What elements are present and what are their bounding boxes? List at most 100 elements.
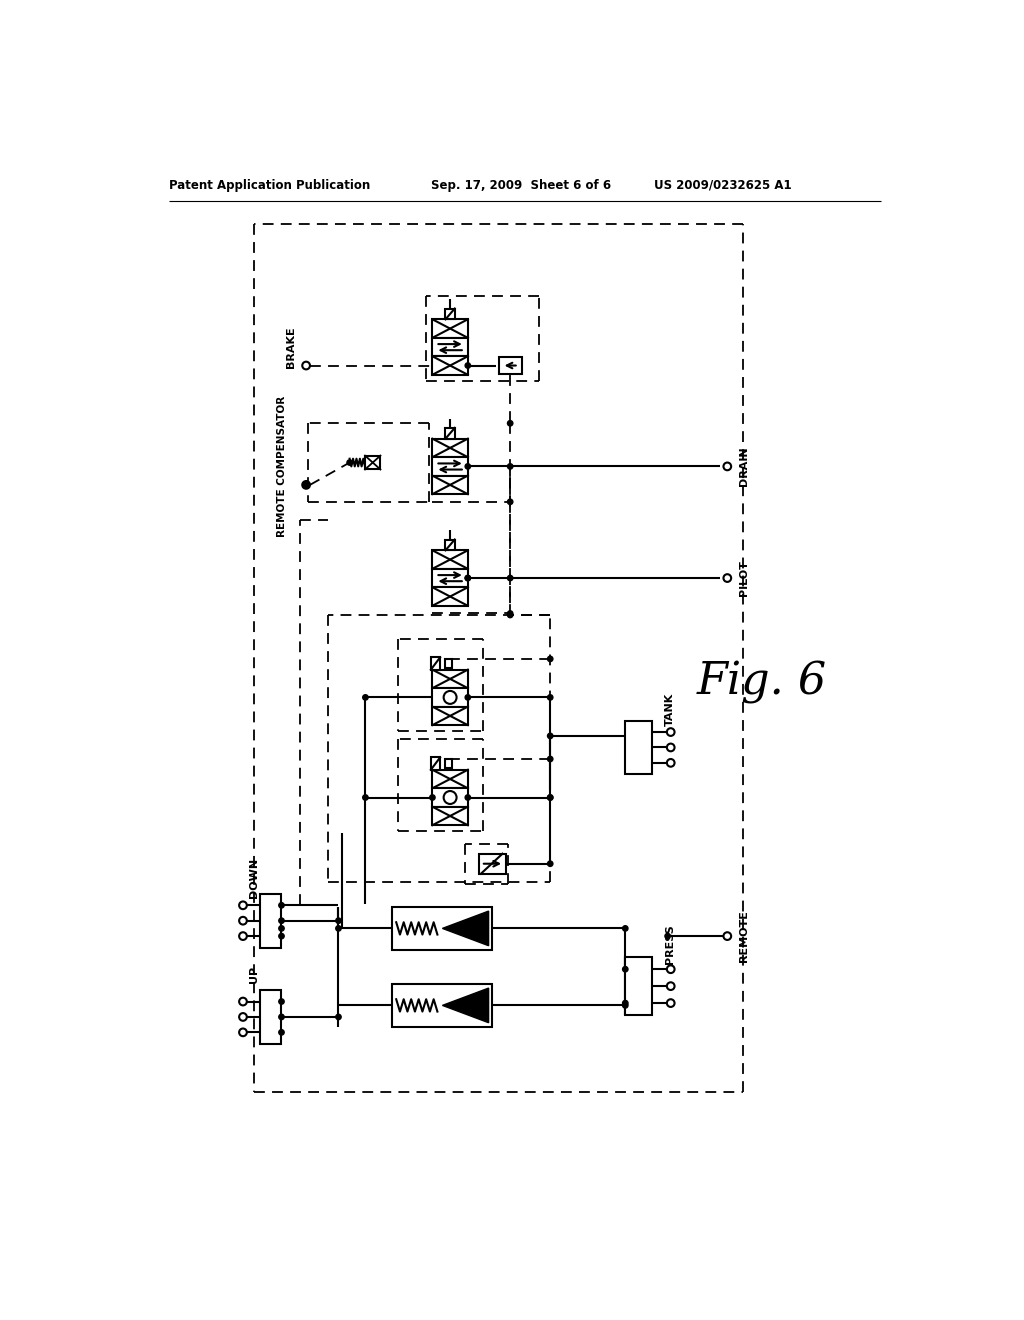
Bar	[445, 428, 455, 438]
Circle shape	[303, 482, 309, 487]
Bar	[626, 721, 652, 775]
Polygon shape	[442, 911, 488, 945]
Circle shape	[465, 463, 470, 469]
Circle shape	[548, 795, 553, 800]
Bar	[432, 706, 468, 725]
Text: Fig. 6: Fig. 6	[697, 660, 827, 704]
Circle shape	[508, 612, 513, 618]
Circle shape	[240, 917, 247, 924]
Circle shape	[336, 917, 341, 924]
Text: Sep. 17, 2009  Sheet 6 of 6: Sep. 17, 2009 Sheet 6 of 6	[431, 178, 611, 191]
Circle shape	[667, 999, 675, 1007]
Bar	[445, 540, 455, 550]
Bar	[365, 455, 381, 470]
Circle shape	[548, 694, 553, 700]
Circle shape	[240, 1014, 247, 1020]
Text: DRAIN: DRAIN	[739, 446, 749, 486]
Text: TANK: TANK	[665, 692, 675, 726]
Circle shape	[465, 363, 470, 368]
Text: REMOTE COMPENSATOR: REMOTE COMPENSATOR	[278, 396, 288, 537]
Circle shape	[667, 729, 675, 737]
Text: PILOT: PILOT	[739, 560, 749, 597]
Circle shape	[279, 999, 285, 1005]
Circle shape	[667, 759, 675, 767]
Bar	[432, 807, 468, 825]
Circle shape	[279, 903, 285, 908]
Circle shape	[430, 795, 435, 800]
Text: Patent Application Publication: Patent Application Publication	[169, 178, 371, 191]
Circle shape	[623, 1003, 628, 1008]
Circle shape	[240, 998, 247, 1006]
Text: BRAKE: BRAKE	[286, 326, 296, 368]
Bar	[392, 907, 493, 949]
Bar	[392, 985, 493, 1027]
Circle shape	[548, 733, 553, 739]
Bar	[432, 319, 468, 338]
Circle shape	[279, 925, 285, 931]
Circle shape	[548, 756, 553, 762]
Circle shape	[336, 925, 341, 931]
Bar	[431, 758, 440, 770]
Circle shape	[362, 694, 368, 700]
Circle shape	[724, 574, 731, 582]
Bar	[445, 309, 455, 319]
Bar	[432, 587, 468, 606]
Circle shape	[465, 576, 470, 581]
Text: REMOTE: REMOTE	[739, 911, 749, 962]
Text: US 2009/0232625 A1: US 2009/0232625 A1	[654, 178, 792, 191]
Bar	[432, 475, 468, 494]
Text: DOWN: DOWN	[249, 858, 259, 899]
Text: UP: UP	[249, 966, 259, 983]
Circle shape	[279, 917, 285, 924]
Circle shape	[240, 932, 247, 940]
Circle shape	[302, 480, 310, 488]
Circle shape	[724, 932, 731, 940]
Circle shape	[465, 795, 470, 800]
Bar	[260, 894, 282, 948]
Bar	[444, 659, 453, 668]
Circle shape	[336, 1014, 341, 1019]
Circle shape	[240, 1028, 247, 1036]
Circle shape	[279, 1030, 285, 1035]
Circle shape	[508, 421, 513, 426]
Circle shape	[302, 362, 310, 370]
Circle shape	[623, 966, 628, 972]
Circle shape	[508, 576, 513, 581]
Text: PRESS: PRESS	[665, 924, 675, 964]
Bar	[444, 759, 453, 768]
Bar	[432, 438, 468, 457]
Circle shape	[279, 933, 285, 939]
Bar	[432, 569, 468, 587]
Circle shape	[508, 611, 513, 616]
Circle shape	[465, 576, 470, 581]
Circle shape	[508, 499, 513, 504]
Circle shape	[362, 795, 368, 800]
Bar	[432, 356, 468, 375]
Bar	[432, 688, 468, 706]
Circle shape	[240, 902, 247, 909]
Circle shape	[623, 925, 628, 931]
Bar	[478, 854, 506, 874]
Bar	[431, 657, 440, 669]
Circle shape	[665, 933, 671, 939]
Bar	[432, 338, 468, 356]
Circle shape	[548, 656, 553, 661]
Circle shape	[667, 982, 675, 990]
Bar	[432, 770, 468, 788]
Polygon shape	[442, 989, 488, 1023]
Circle shape	[724, 462, 731, 470]
Circle shape	[667, 743, 675, 751]
Circle shape	[279, 1014, 285, 1019]
Bar	[626, 957, 652, 1015]
Circle shape	[465, 694, 470, 700]
Bar	[432, 457, 468, 475]
Circle shape	[548, 861, 553, 866]
Circle shape	[548, 795, 553, 800]
Circle shape	[347, 459, 352, 465]
Circle shape	[667, 965, 675, 973]
Circle shape	[508, 463, 513, 469]
Bar	[432, 788, 468, 807]
Bar	[432, 669, 468, 688]
Bar	[260, 990, 282, 1044]
Bar	[432, 550, 468, 569]
